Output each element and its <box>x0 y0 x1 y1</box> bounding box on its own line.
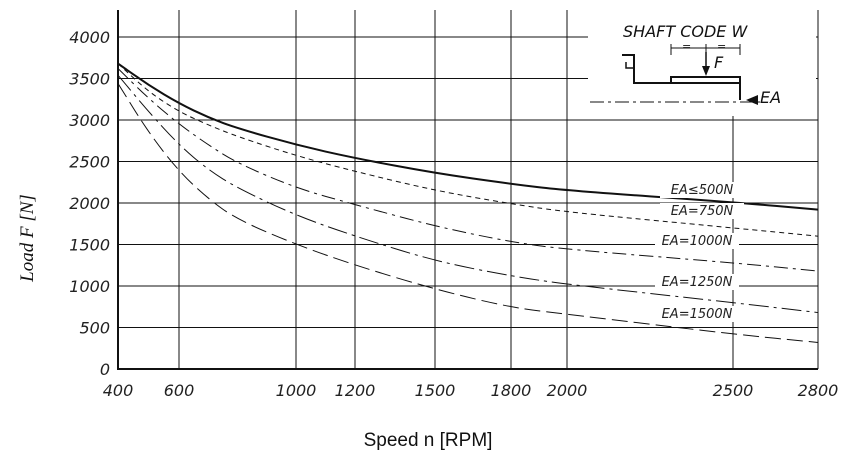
curve-label-bg-3 <box>655 274 739 290</box>
curve-label-0: EA≤500N <box>671 183 734 198</box>
x-tick-1200: 1200 <box>335 381 376 400</box>
y-tick-500: 500 <box>79 319 110 338</box>
axial-label: EA <box>760 88 781 107</box>
x-tick-1000: 1000 <box>276 381 317 400</box>
x-tick-400: 400 <box>103 381 134 400</box>
shaft-outline <box>622 54 741 100</box>
y-tick-1000: 1000 <box>69 277 110 296</box>
force-label: F <box>714 53 724 72</box>
curve-label-bg-1 <box>660 203 744 219</box>
x-tick-labels: 400 600 1000 1200 1500 1800 2000 2500 2800 <box>103 381 839 400</box>
curve-label-bg-0 <box>660 182 744 198</box>
curve-label-2: EA=1000N <box>662 234 733 249</box>
x-tick-600: 600 <box>164 381 195 400</box>
series-line-2 <box>117 68 819 272</box>
y-tick-2500: 2500 <box>69 153 110 172</box>
axial-arrow-head <box>746 95 758 105</box>
series-line-4 <box>117 83 819 343</box>
x-tick-2500: 2500 <box>713 381 754 400</box>
curve-labels: EA≤500N EA=750N EA=1000N EA=1250N EA=1500N <box>655 182 744 322</box>
curve-label-3: EA=1250N <box>662 275 733 290</box>
y-tick-1500: 1500 <box>69 236 110 255</box>
curve-label-bg-4 <box>655 306 739 322</box>
y-tick-3000: 3000 <box>69 111 110 130</box>
equal-mark-right: = <box>717 40 726 53</box>
y-tick-labels: 0 500 1000 1500 2000 2500 3000 3500 4000 <box>69 28 110 379</box>
x-tick-1500: 1500 <box>415 381 456 400</box>
y-tick-0: 0 <box>100 360 110 379</box>
force-arrow-head <box>702 66 710 76</box>
shaft-key-section <box>670 76 741 84</box>
curve-label-bg-2 <box>655 233 739 249</box>
inset-title: SHAFT CODE W <box>623 22 748 41</box>
shaft-bearing-step <box>625 62 634 69</box>
x-tick-1800: 1800 <box>491 381 532 400</box>
y-tick-3500: 3500 <box>69 70 110 89</box>
x-tick-2000: 2000 <box>547 381 588 400</box>
x-tick-2800: 2800 <box>798 381 839 400</box>
series-line-3 <box>117 74 819 314</box>
y-axis-label: Load F [N] <box>17 194 38 283</box>
shaft-inset: SHAFT CODE W = = F EA <box>588 10 816 116</box>
equal-mark-left: = <box>682 40 691 53</box>
curve-label-1: EA=750N <box>671 204 734 219</box>
x-axis-label: Speed n [RPM] <box>364 430 493 451</box>
curve-label-4: EA=1500N <box>662 307 733 322</box>
y-tick-2000: 2000 <box>69 194 110 213</box>
series-line-1 <box>117 63 819 237</box>
y-tick-4000: 4000 <box>69 28 110 47</box>
